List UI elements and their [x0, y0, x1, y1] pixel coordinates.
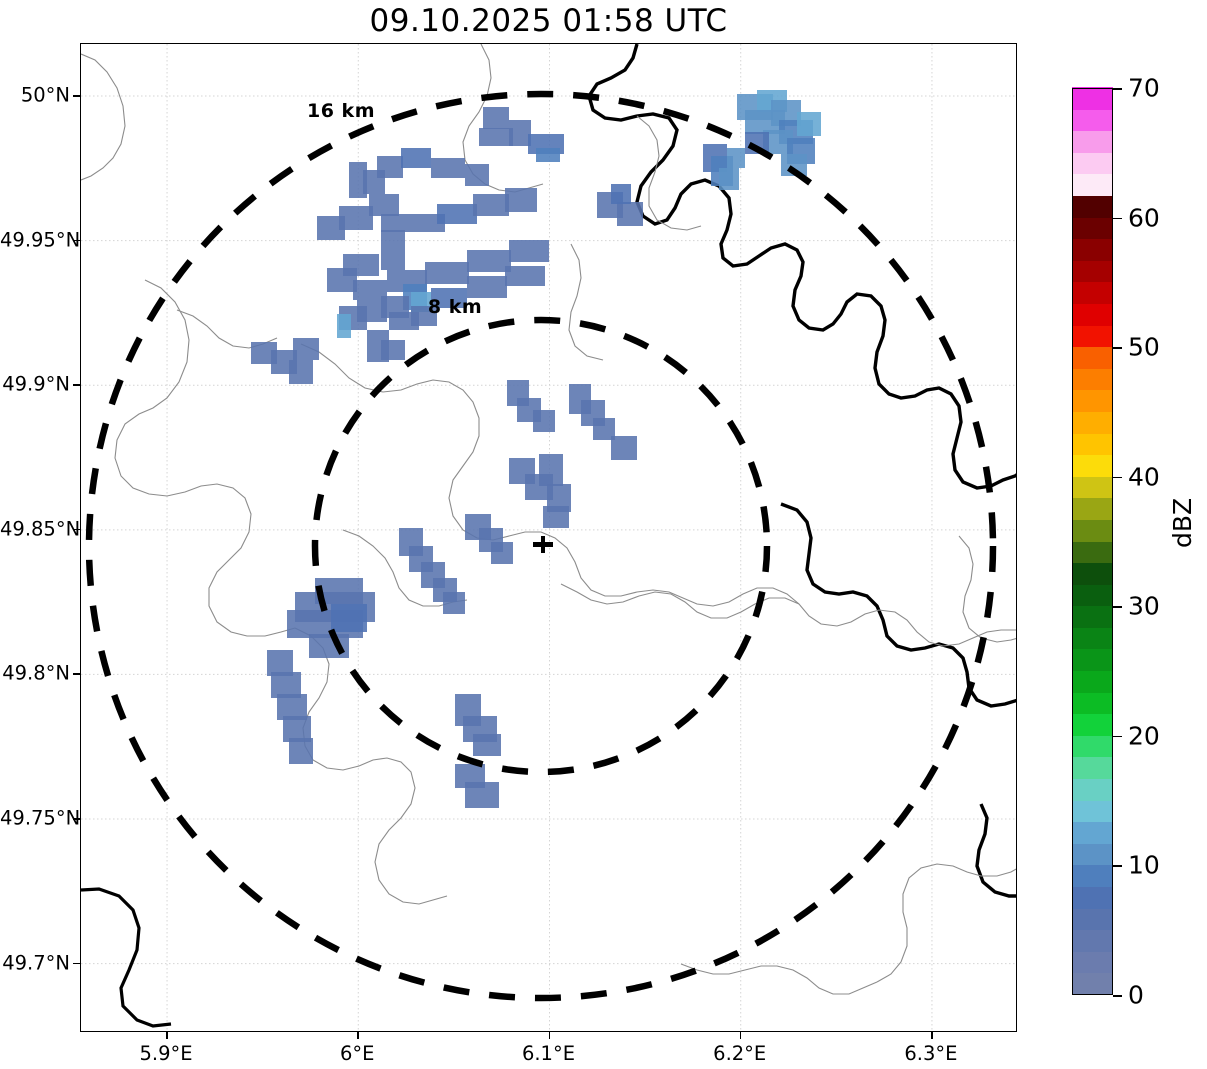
colorbar-tick-mark: [1113, 606, 1122, 608]
y-axis-tick-mark: [73, 818, 80, 820]
colorbar-band: [1072, 864, 1113, 888]
colorbar-band: [1072, 648, 1113, 672]
x-axis-tick-label: 6°E: [340, 1042, 375, 1065]
gridlines: [81, 44, 1016, 1031]
y-axis-tick-mark: [73, 962, 80, 965]
colorbar-tick-label: 30: [1128, 591, 1160, 621]
x-axis-tick-mark: [166, 1032, 168, 1039]
y-axis-tick-mark: [73, 95, 80, 97]
colorbar-band: [1072, 195, 1113, 218]
radar-plot-area: 16 km 8 km: [80, 43, 1017, 1032]
colorbar-band: [1072, 411, 1113, 434]
colorbar-band: [1072, 216, 1113, 240]
colorbar-band: [1072, 281, 1113, 304]
y-axis-tick-label: 49.9°N: [2, 372, 70, 396]
colorbar-band: [1072, 584, 1113, 607]
colorbar-tick-label: 50: [1128, 332, 1160, 362]
colorbar-band: [1072, 260, 1113, 283]
colorbar-band: [1072, 454, 1113, 477]
x-axis-tick-label: 6.1°E: [521, 1042, 576, 1065]
colorbar-tick-label: 10: [1128, 850, 1160, 880]
colorbar-band: [1072, 929, 1113, 952]
colorbar-tick-mark: [1113, 865, 1122, 868]
x-axis-tick-mark: [357, 1032, 359, 1039]
colorbar-tick-label: 70: [1128, 73, 1160, 103]
radar-center-marker: [533, 536, 553, 553]
colorbar-band: [1072, 346, 1113, 369]
colorbar-band: [1072, 130, 1113, 153]
colorbar-frame: [1072, 88, 1113, 995]
y-axis-tick-mark: [73, 384, 80, 386]
range-rings: [85, 90, 997, 1002]
range-ring-label-16km: 16 km: [307, 100, 375, 122]
colorbar-band: [1072, 519, 1113, 542]
y-axis-tick-label: 49.85°N: [0, 517, 81, 541]
x-axis-tick-label: 5.9°E: [139, 1042, 193, 1065]
y-axis-tick-label: 50°N: [20, 83, 70, 107]
colorbar[interactable]: 0 10 20 30 40 50 60 70: [1072, 74, 1160, 1010]
colorbar-band: [1072, 908, 1113, 931]
y-axis-tick-label: 49.75°N: [0, 806, 81, 830]
y-axis-tick-label: 49.8°N: [2, 661, 70, 685]
colorbar-band: [1072, 627, 1113, 650]
colorbar-axis-label: dBZ: [1168, 497, 1197, 548]
colorbar-tick-label: 0: [1128, 980, 1144, 1010]
colorbar-band: [1072, 152, 1113, 175]
radar-echo-layer: [251, 90, 821, 808]
colorbar-band: [1072, 713, 1113, 736]
colorbar-band: [1072, 389, 1113, 412]
y-axis-tick-label: 49.7°N: [2, 951, 70, 975]
colorbar-band: [1072, 497, 1113, 520]
colorbar-tick-label: 20: [1128, 721, 1160, 751]
colorbar-band: [1072, 476, 1113, 499]
y-axis-tick-label: 49.95°N: [0, 228, 81, 252]
colorbar-band: [1072, 562, 1113, 585]
colorbar-band: [1072, 432, 1113, 456]
colorbar-tick-mark: [1113, 995, 1122, 997]
colorbar-tick-label: 60: [1128, 203, 1160, 233]
radar-map-svg: [81, 44, 1016, 1031]
colorbar-band: [1072, 843, 1113, 866]
y-axis-tick-mark: [73, 673, 80, 675]
colorbar-tick-mark: [1113, 476, 1122, 479]
x-axis-tick-label: 6.3°E: [904, 1042, 958, 1065]
colorbar-band: [1072, 972, 1113, 995]
y-axis-tick-mark: [73, 528, 80, 531]
x-axis-tick-mark: [930, 1032, 933, 1039]
colorbar-band: [1072, 800, 1113, 823]
colorbar-band: [1072, 951, 1113, 974]
colorbar-band: [1072, 109, 1113, 132]
colorbar-band: [1072, 540, 1113, 564]
colorbar-band: [1072, 756, 1113, 780]
x-axis-tick-label: 6.2°E: [713, 1042, 767, 1065]
colorbar-tick-mark: [1113, 347, 1122, 349]
colorbar-tick-mark: [1113, 735, 1122, 738]
colorbar-band: [1072, 303, 1113, 326]
colorbar-band: [1072, 87, 1113, 110]
y-axis-tick-mark: [73, 239, 80, 242]
colorbar-tick-mark: [1113, 88, 1122, 90]
colorbar-band: [1072, 368, 1113, 391]
colorbar-tick-mark: [1113, 217, 1122, 220]
colorbar-band: [1072, 886, 1113, 909]
colorbar-band: [1072, 670, 1113, 693]
colorbar-band: [1072, 173, 1113, 196]
x-axis-tick-mark: [548, 1032, 551, 1039]
colorbar-band: [1072, 821, 1113, 844]
page-title: 09.10.2025 01:58 UTC: [369, 3, 728, 39]
colorbar-band: [1072, 735, 1113, 758]
x-axis-tick-mark: [739, 1032, 742, 1039]
colorbar-band: [1072, 692, 1113, 715]
colorbar-tick-label: 40: [1128, 462, 1160, 492]
colorbar-band: [1072, 778, 1113, 801]
range-ring-label-8km: 8 km: [427, 296, 483, 318]
colorbar-band: [1072, 324, 1113, 348]
colorbar-band: [1072, 238, 1113, 261]
colorbar-band: [1072, 605, 1113, 628]
